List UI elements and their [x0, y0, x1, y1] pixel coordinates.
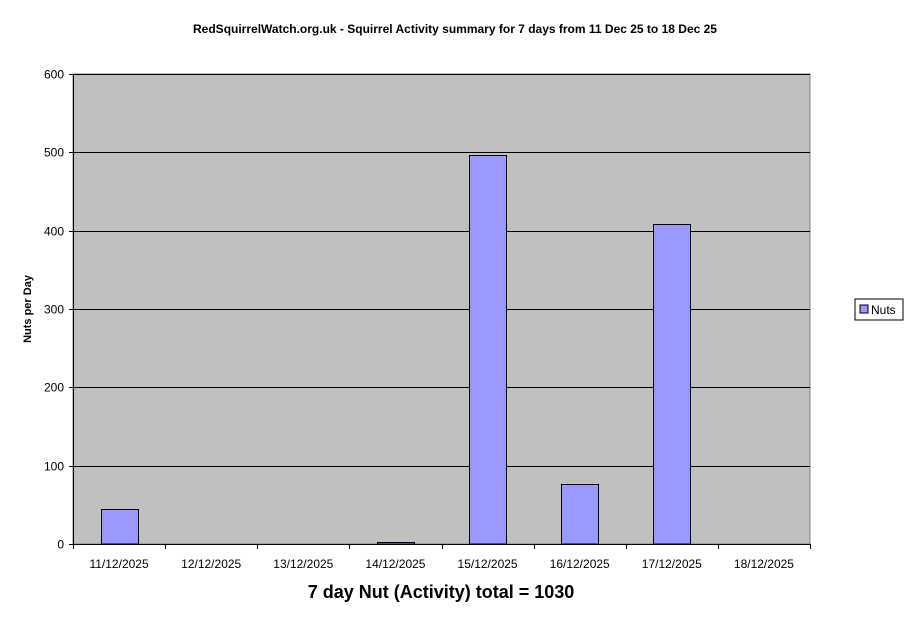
x-tick-label: 15/12/2025: [458, 557, 518, 571]
y-tick-label: 300: [44, 303, 64, 317]
x-axis: 11/12/2025 12/12/2025 13/12/2025 14/12/2025…: [73, 544, 811, 571]
y-tick-label: 100: [44, 460, 64, 474]
legend-box: [854, 298, 904, 321]
y-tick-label: 400: [44, 225, 64, 239]
bar-14/12/2025: [377, 542, 415, 545]
bars: [101, 155, 691, 545]
y-axis: 0 100 200 300 400 500 600: [44, 68, 74, 552]
x-axis-label: 7 day Nut (Activity) total = 1030: [308, 582, 575, 602]
bar-11/12/2025: [101, 509, 139, 545]
y-axis-label: Nuts per Day: [22, 274, 34, 343]
bar-17/12/2025: [653, 224, 691, 545]
y-tick-label: 600: [44, 68, 64, 82]
x-tick-label: 12/12/2025: [181, 557, 241, 571]
x-tick-label: 16/12/2025: [550, 557, 610, 571]
y-tick-label: 0: [57, 538, 64, 552]
x-tick-label: 13/12/2025: [273, 557, 333, 571]
x-tick-label: 11/12/2025: [89, 557, 148, 571]
legend: Nuts: [854, 298, 904, 321]
chart-title: RedSquirrelWatch.org.uk - Squirrel Activ…: [193, 22, 717, 36]
y-tick-label: 500: [44, 146, 64, 160]
bar-15/12/2025: [469, 155, 507, 545]
x-tick-label: 18/12/2025: [734, 557, 794, 571]
legend-swatch: [859, 304, 869, 314]
y-tick-label: 200: [44, 381, 64, 395]
x-tick-label: 14/12/2025: [365, 557, 425, 571]
legend-label: Nuts: [871, 303, 896, 317]
bar-16/12/2025: [561, 484, 599, 545]
x-tick-label: 17/12/2025: [642, 557, 702, 571]
